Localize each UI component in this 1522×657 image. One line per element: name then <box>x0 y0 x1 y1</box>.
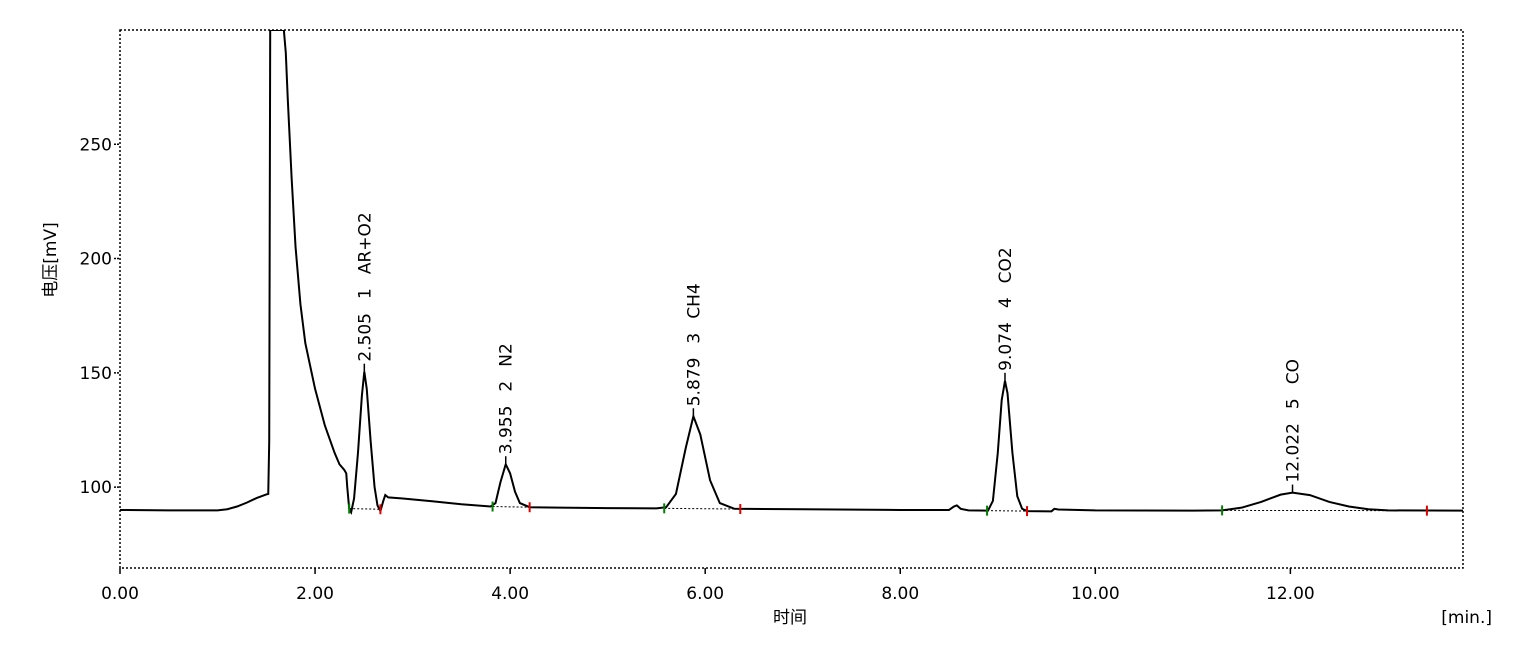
peak-number: 2 <box>497 381 517 392</box>
plot-frame <box>120 30 1463 568</box>
plot-area <box>120 30 1463 512</box>
peak-label: 12.022 5 CO <box>1284 359 1304 483</box>
peak-name: CH4 <box>684 283 704 318</box>
peak-name: N2 <box>497 343 517 367</box>
peak-time: 5.879 <box>684 358 704 407</box>
baseline <box>349 509 380 510</box>
peak-label: 5.879 3 CH4 <box>684 283 704 406</box>
y-axis-label: 电压[mV] <box>41 222 61 297</box>
y-tick-label: 250 <box>80 135 112 155</box>
peak-label: 9.074 4 CO2 <box>996 247 1016 371</box>
baseline <box>493 507 530 508</box>
peak-name: AR+O2 <box>355 212 375 274</box>
peak-name: CO2 <box>996 247 1016 283</box>
peak-number: 3 <box>684 333 704 344</box>
peak-time: 9.074 <box>996 322 1016 371</box>
x-tick-label: 10.00 <box>1071 584 1120 604</box>
x-axis-unit: [min.] <box>1441 608 1492 628</box>
x-tick-label: 0.00 <box>101 584 139 604</box>
peak-time: 3.955 <box>497 406 517 455</box>
peak-number: 5 <box>1284 398 1304 409</box>
peak-name: CO <box>1284 359 1304 384</box>
chromatogram-line <box>120 30 1463 512</box>
x-tick-label: 4.00 <box>491 584 529 604</box>
peak-label: 3.955 2 N2 <box>497 343 517 454</box>
x-tick-label: 6.00 <box>686 584 724 604</box>
y-tick-label: 100 <box>80 478 112 498</box>
x-axis-label: 时间 <box>773 608 807 628</box>
y-tick-label: 150 <box>80 364 112 384</box>
peak-number: 1 <box>355 288 375 299</box>
x-tick-label: 12.00 <box>1266 584 1315 604</box>
peak-time: 12.022 <box>1284 423 1304 482</box>
y-tick-label: 200 <box>80 250 112 270</box>
peak-label: 2.505 1 AR+O2 <box>355 212 375 361</box>
baseline <box>664 508 740 509</box>
peak-time: 2.505 <box>355 313 375 362</box>
x-tick-label: 2.00 <box>296 584 334 604</box>
peak-number: 4 <box>996 297 1016 308</box>
x-tick-label: 8.00 <box>881 584 919 604</box>
